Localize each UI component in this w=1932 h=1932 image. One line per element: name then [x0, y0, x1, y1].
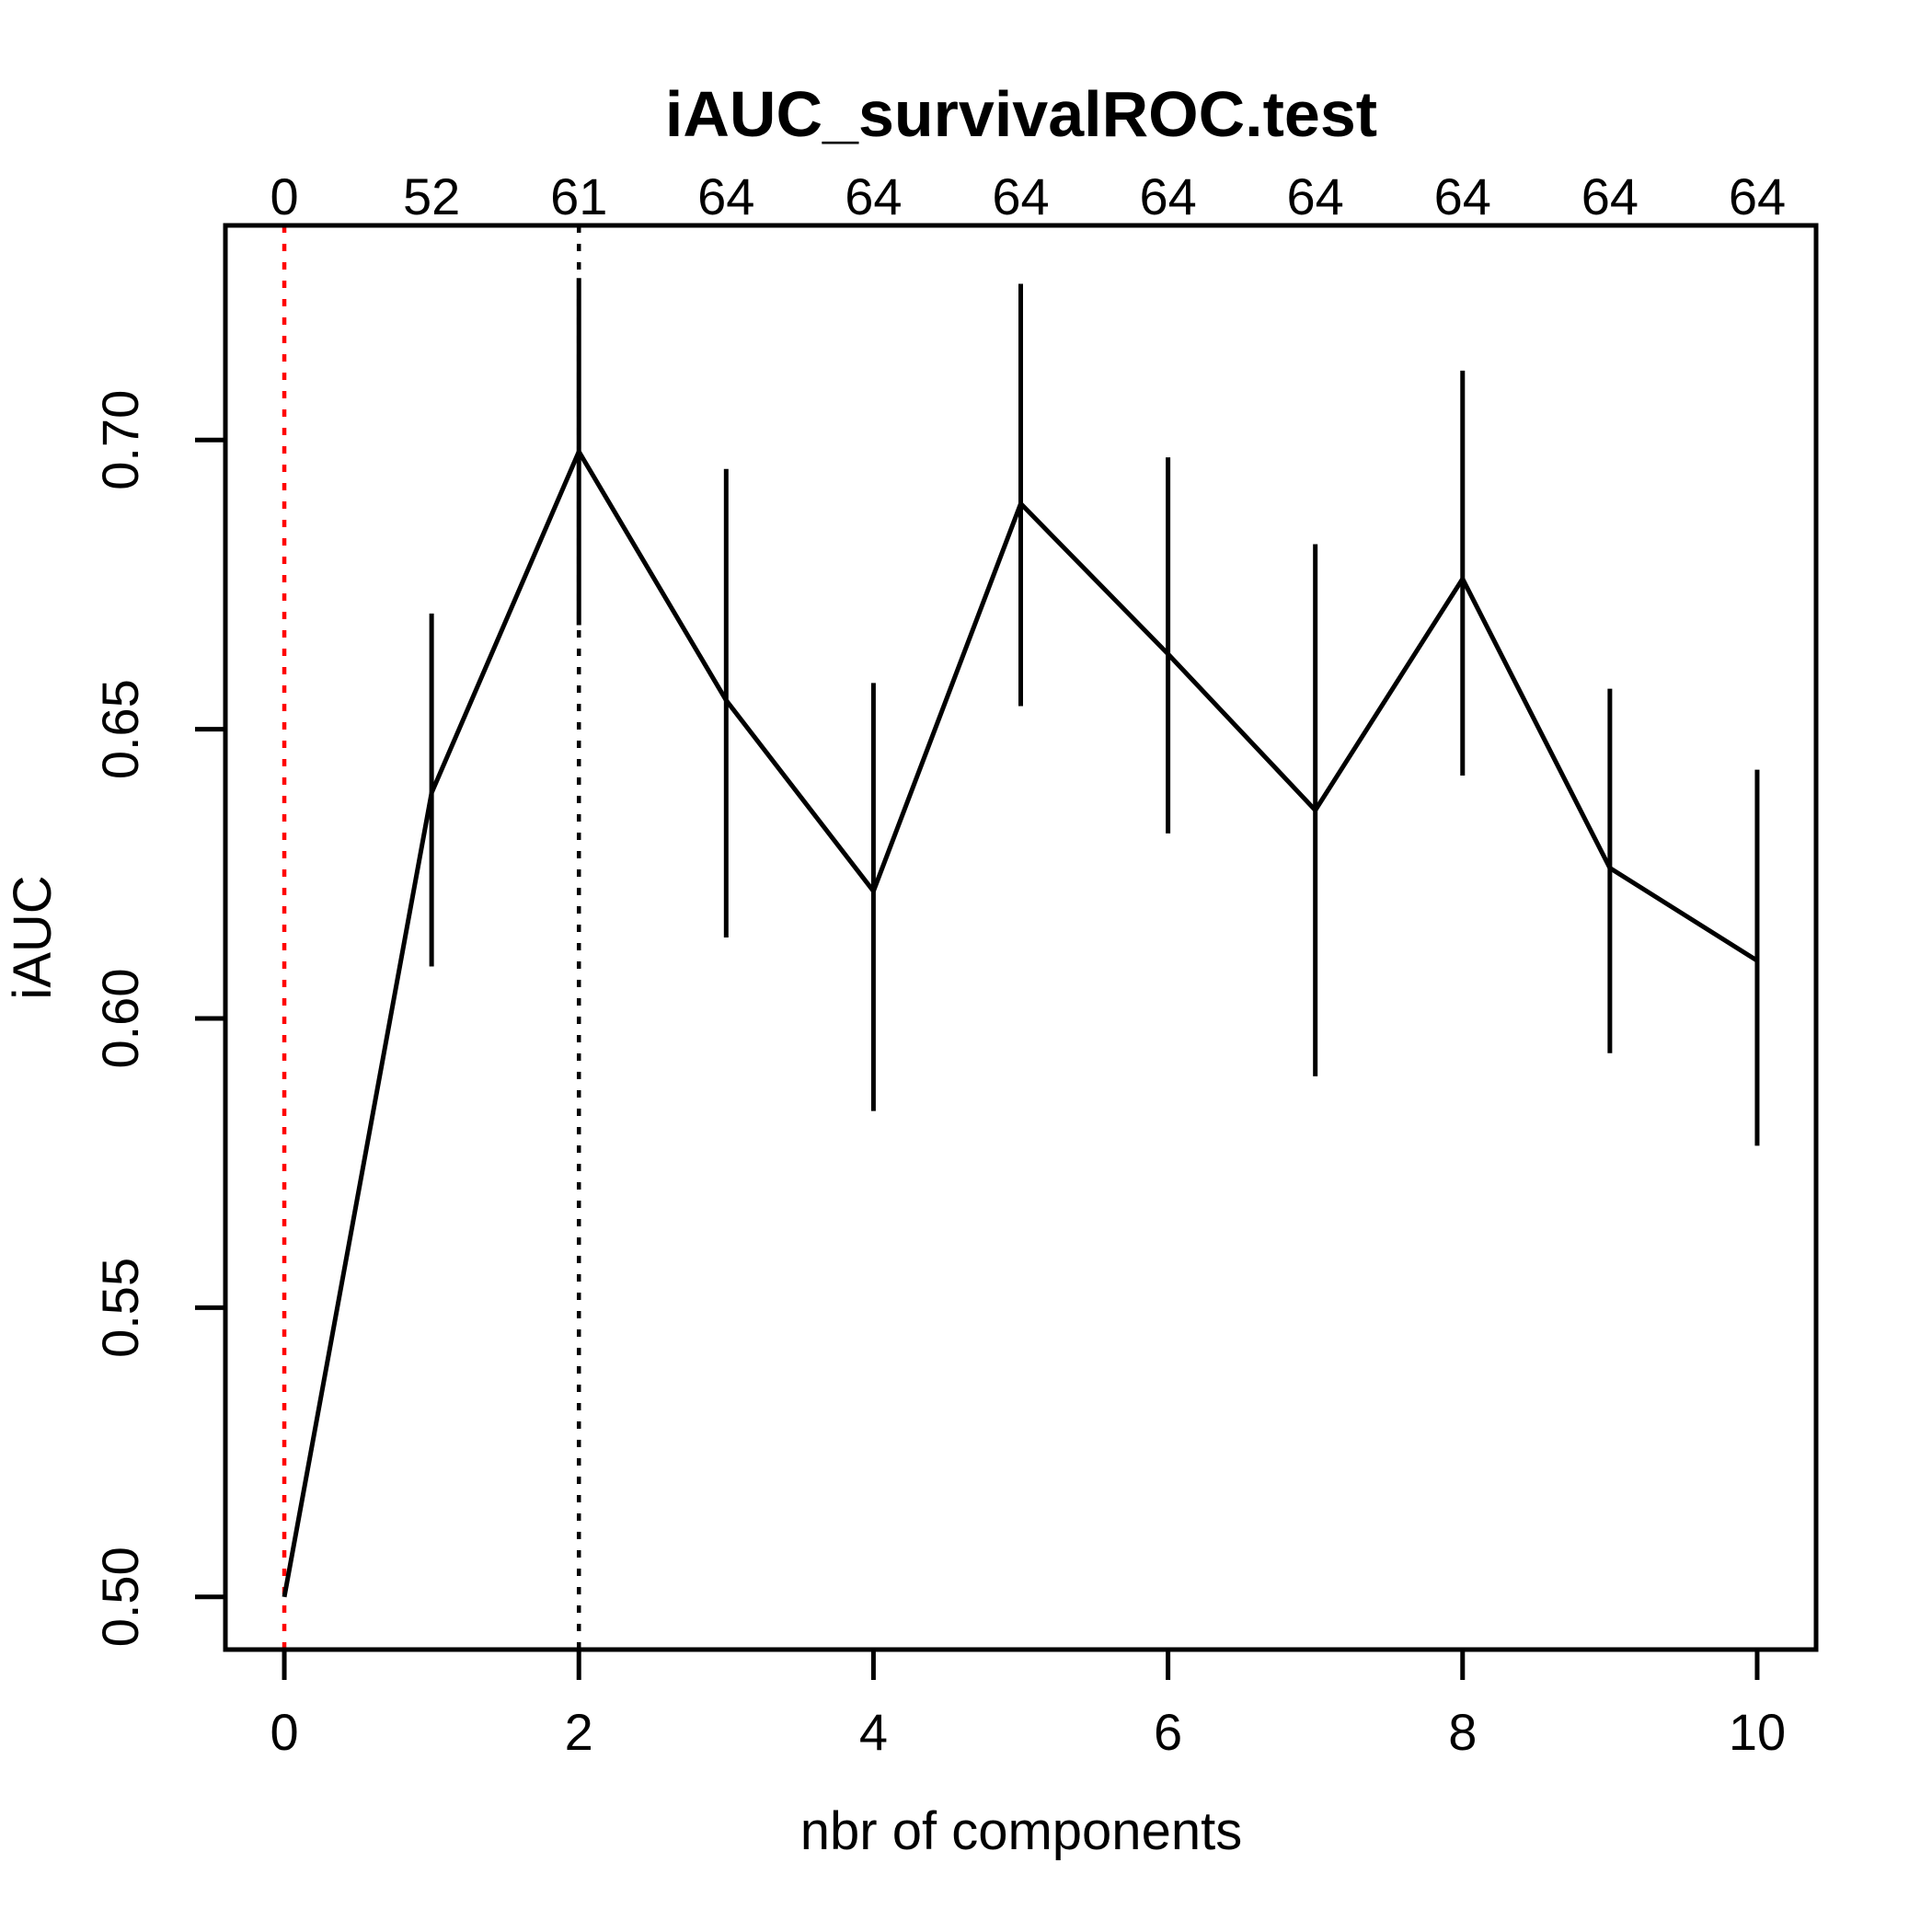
top-axis-count-label: 64	[1287, 167, 1344, 225]
top-axis-count-label: 64	[697, 167, 754, 225]
series-line-iauc	[282, 446, 1759, 1598]
x-axis-tick-label: 4	[859, 1703, 888, 1761]
plot-title: iAUC_survivalROC.test	[665, 78, 1377, 150]
x-axis-title: nbr of components	[800, 1801, 1242, 1861]
plot-dynamic-layer: 0 2 4 6 8 10 0.50 0.55 0.60 0.65 0.70 0 52 61 64 64 64 64…	[91, 167, 1819, 1761]
x-axis-tick-label: 2	[565, 1703, 593, 1761]
top-axis-count-label: 64	[1729, 167, 1786, 225]
y-axis-title: iAUC	[3, 875, 63, 999]
plot-box	[223, 223, 1819, 1652]
y-axis-tick-label: 0.55	[91, 1258, 149, 1358]
top-axis-count-label: 64	[992, 167, 1049, 225]
y-axis-tick-label: 0.65	[91, 679, 149, 779]
top-axis-count-label: 64	[1434, 167, 1491, 225]
y-axis-tick-label: 0.60	[91, 969, 149, 1069]
x-axis-tick-label: 0	[270, 1703, 298, 1761]
x-axis-tick-label: 10	[1729, 1703, 1786, 1761]
x-axis-tick-label: 8	[1448, 1703, 1477, 1761]
top-axis-count-label: 64	[1139, 167, 1196, 225]
top-axis-count-label: 64	[845, 167, 902, 225]
top-axis-count-label: 0	[270, 167, 298, 225]
y-axis-tick-label: 0.50	[91, 1547, 149, 1647]
x-axis-tick-label: 6	[1154, 1703, 1182, 1761]
top-axis-count-label: 61	[550, 167, 607, 225]
top-axis-count-label: 64	[1581, 167, 1639, 225]
y-axis-tick-label: 0.70	[91, 390, 149, 490]
top-axis-count-label: 52	[403, 167, 460, 225]
